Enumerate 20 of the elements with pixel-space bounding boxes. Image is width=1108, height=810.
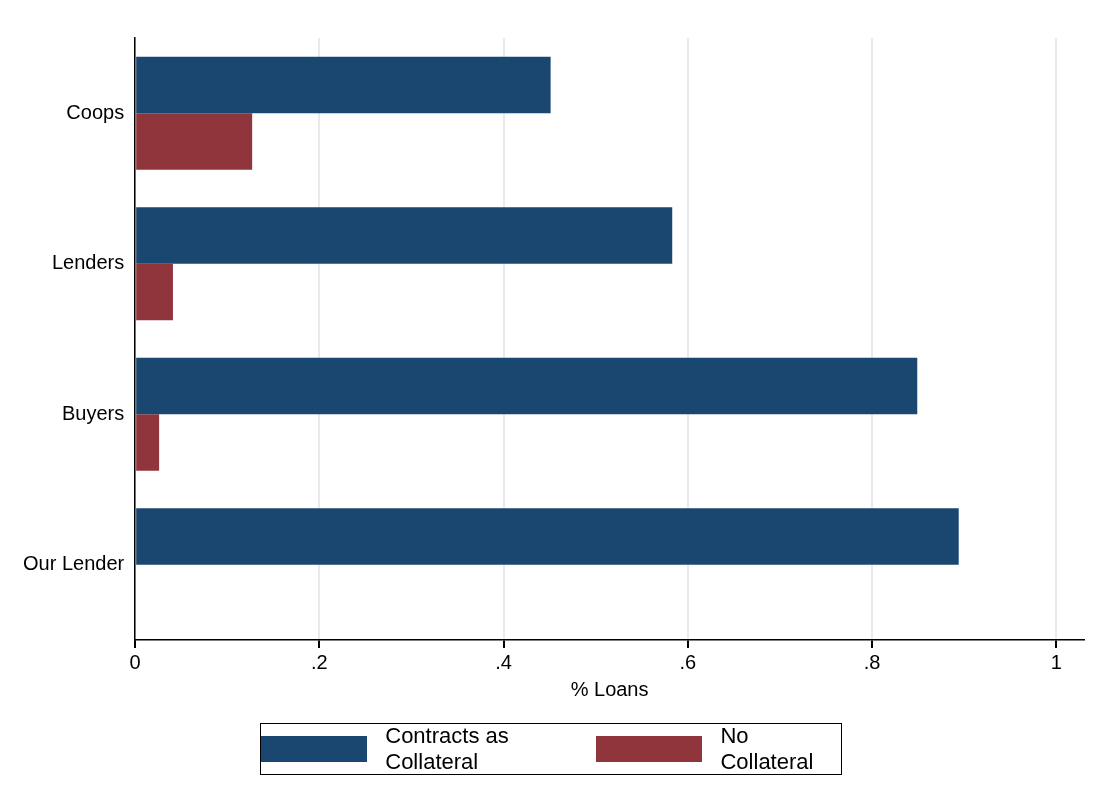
bar [136,56,551,114]
x-tick-label: 1 [1050,650,1062,673]
x-tick-label: .2 [311,650,328,673]
bar [136,207,673,264]
bar [136,113,253,170]
y-tick-label: Lenders [51,251,125,274]
y-tick-label: Coops [66,100,125,123]
x-tick-label: .4 [495,650,512,673]
legend-label: Contracts as Collateral [385,723,510,775]
x-axis-title: % Loans [570,677,649,700]
x-tick-label: 0 [129,650,141,673]
bar [136,414,160,471]
x-tick-label: .8 [863,650,881,673]
y-tick-label: Our Lender [23,552,125,575]
bar [136,263,173,321]
bar [136,508,959,565]
legend-label: No Collateral [720,723,815,775]
bar [136,357,918,415]
x-tick-label: .6 [679,650,697,673]
y-tick-label: Buyers [61,401,125,424]
